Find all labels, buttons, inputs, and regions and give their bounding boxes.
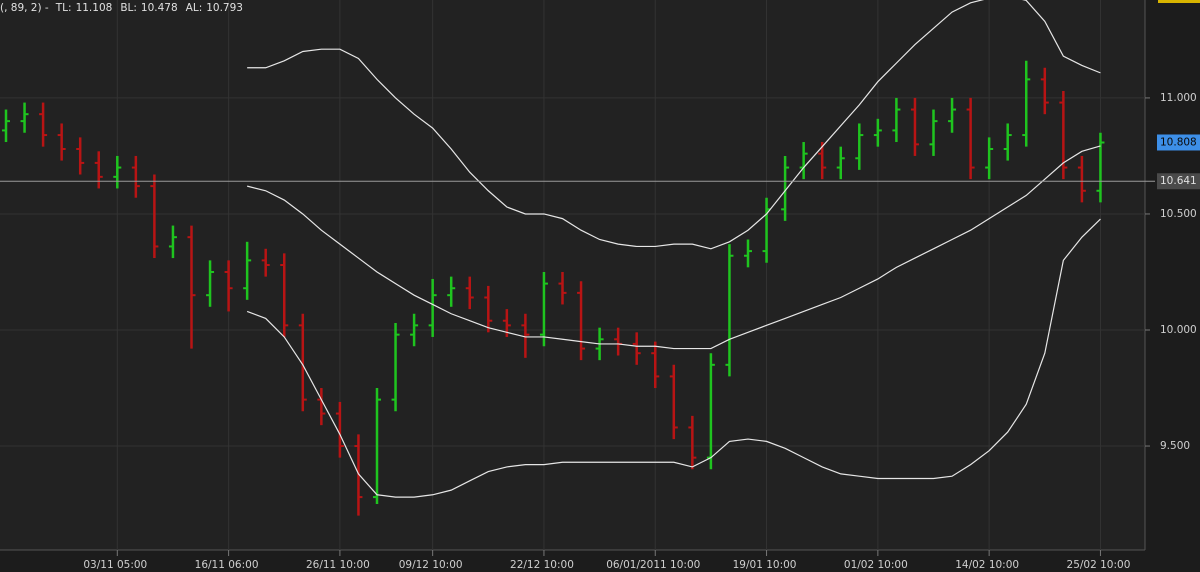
- header-prefix: (, 89, 2) -: [0, 2, 49, 14]
- x-tick-label: 22/12 10:00: [510, 559, 574, 571]
- y-tick-label: 9.500: [1160, 440, 1190, 452]
- band-line: [247, 0, 1101, 250]
- x-tick-label: 16/11 06:00: [195, 559, 259, 571]
- indicator-label: TL:: [55, 2, 72, 14]
- header-text: (, 89, 2) - TL: 11.108 BL: 10.478 AL: 10.793: [0, 2, 243, 14]
- last-price-box: [1157, 134, 1200, 151]
- indicator-label: BL:: [120, 2, 137, 14]
- x-tick-label: 01/02 10:00: [844, 559, 908, 571]
- x-tick-label: 03/11 05:00: [83, 559, 147, 571]
- reference-label: 10.641: [1160, 175, 1197, 187]
- last-price-label: 10.808: [1160, 136, 1197, 148]
- indicator-value: 11.108: [76, 2, 113, 14]
- y-tick-label: 10.000: [1160, 324, 1197, 336]
- x-tick-label: 25/02 10:00: [1067, 559, 1131, 571]
- plot-area: [0, 0, 1145, 550]
- y-tick-label: 11.000: [1160, 92, 1197, 104]
- x-tick-label: 09/12 10:00: [399, 559, 463, 571]
- x-tick-label: 19/01 10:00: [733, 559, 797, 571]
- indicator-value: 10.793: [206, 2, 243, 14]
- x-tick-label: 06/01/2011 10:00: [606, 559, 700, 571]
- y-tick-label: 10.500: [1160, 208, 1197, 220]
- band-line: [246, 218, 1101, 498]
- axis-marker: [1158, 0, 1200, 3]
- indicator-value: 10.478: [141, 2, 178, 14]
- band-line: [247, 145, 1101, 350]
- x-tick-label: 14/02 10:00: [955, 559, 1019, 571]
- indicator-label: AL:: [186, 2, 203, 14]
- reference-label-box: [1157, 173, 1200, 190]
- x-tick-label: 26/11 10:00: [306, 559, 370, 571]
